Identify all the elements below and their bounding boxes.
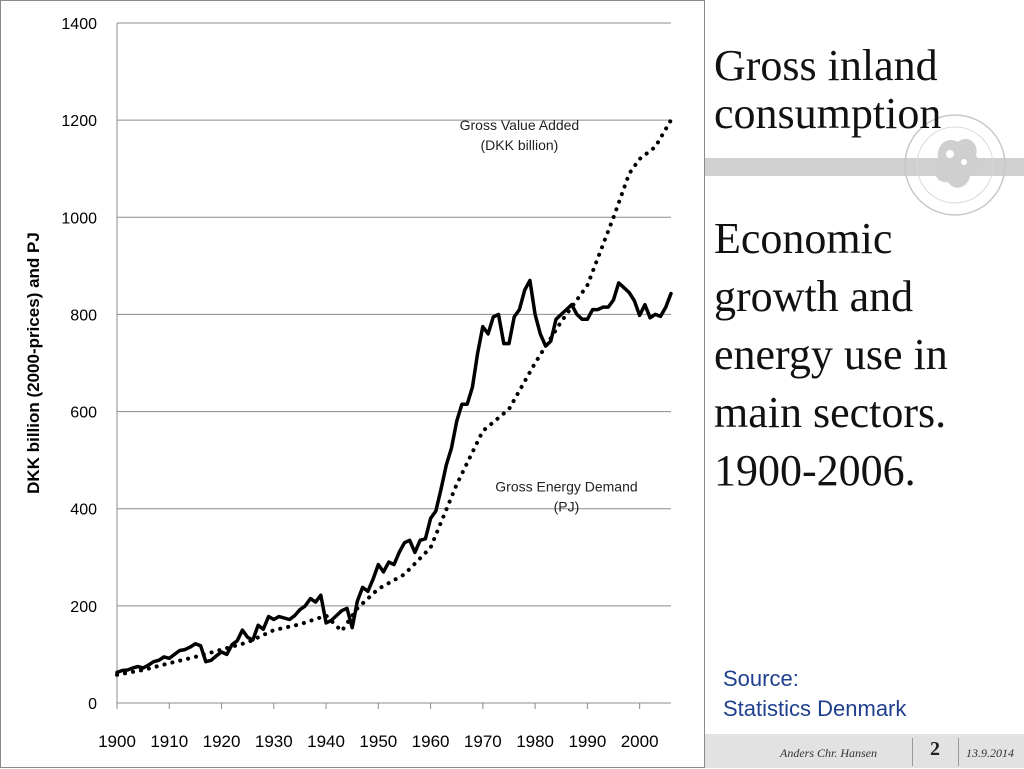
x-tick-labels: 1900 1910 1920 1930 1940 1950 1960 1970 1980 1990… <box>98 732 658 751</box>
y-tick-labels: 0 200 400 600 800 1000 1200 1400 <box>61 16 97 713</box>
slide-title: Gross inland consumption <box>714 42 1014 138</box>
footer-author: Anders Chr. Hansen <box>780 746 878 760</box>
y-tick-label: 1400 <box>61 16 97 33</box>
gross-value-added-line <box>115 118 673 677</box>
footer-divider <box>958 738 959 766</box>
footer-divider <box>912 738 913 766</box>
slide-subtitle: Economic growth and energy use in main s… <box>714 210 1014 500</box>
gross-energy-demand-line <box>115 278 673 675</box>
annotation-line: (PJ) <box>554 499 580 515</box>
subtitle-line: 1900-2006. <box>714 446 916 495</box>
y-tick-label: 800 <box>70 307 97 324</box>
annotation-line: (DKK billion) <box>481 137 559 153</box>
series-lines <box>115 118 673 677</box>
x-tick-label: 1930 <box>255 732 293 751</box>
x-tick-label: 1910 <box>150 732 188 751</box>
subtitle-line: Economic <box>714 214 893 263</box>
axes <box>116 23 671 709</box>
x-tick-label: 1980 <box>516 732 554 751</box>
annotation-label: Gross Value Added (DKK billion) <box>460 117 580 153</box>
y-tick-label: 600 <box>70 405 97 422</box>
x-tick-label: 1950 <box>359 732 397 751</box>
annotation-label: Gross Energy Demand (PJ) <box>495 479 637 515</box>
subtitle-line: growth and <box>714 272 914 321</box>
x-tick-label: 1920 <box>203 732 241 751</box>
source-name: Statistics Denmark <box>723 696 907 721</box>
footer-band <box>705 734 1024 768</box>
annotations: Gross Value Added (DKK billion) Gross Ener… <box>460 117 638 515</box>
y-tick-label: 0 <box>88 696 97 713</box>
x-tick-label: 2000 <box>621 732 659 751</box>
subtitle-line: main sectors. <box>714 388 947 437</box>
y-tick-label: 400 <box>70 502 97 519</box>
annotation-line: Gross Value Added <box>460 117 580 133</box>
x-tick-label: 1900 <box>98 732 136 751</box>
y-tick-label: 1200 <box>61 113 97 130</box>
subtitle-line: energy use in <box>714 330 948 379</box>
chart-panel: 0 200 400 600 800 1000 1200 1400 1900 1910 1920 19… <box>0 0 705 768</box>
x-tick-label: 1970 <box>464 732 502 751</box>
university-seal-icon <box>904 114 1006 216</box>
footer-date: 13.9.2014 <box>966 746 1014 760</box>
source-label: Source: <box>723 666 799 691</box>
y-tick-label: 200 <box>70 599 97 616</box>
x-tick-label: 1990 <box>568 732 606 751</box>
annotation-line: Gross Energy Demand <box>495 479 637 495</box>
source-note: Source: Statistics Denmark <box>723 664 906 724</box>
x-tick-label: 1960 <box>412 732 450 751</box>
y-axis-label: DKK billion (2000-prices) and PJ <box>24 232 43 494</box>
title-line: Gross inland <box>714 41 938 90</box>
x-tick-label: 1940 <box>307 732 345 751</box>
title-line: consumption <box>714 89 942 138</box>
grid-lines <box>117 22 671 607</box>
y-tick-label: 1000 <box>61 210 97 227</box>
footer-page-number: 2 <box>930 738 940 760</box>
